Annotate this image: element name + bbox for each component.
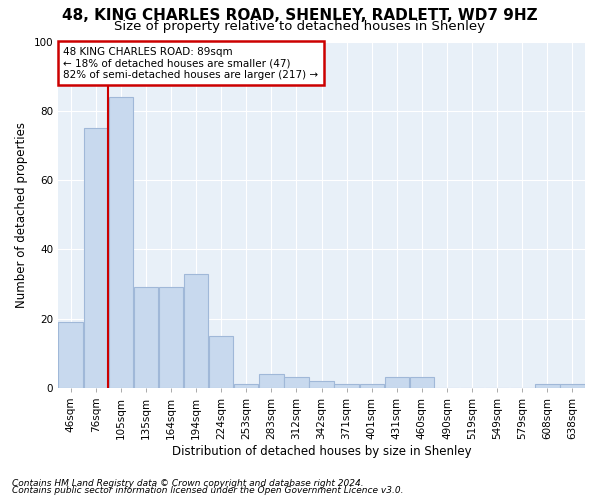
Bar bbox=[359, 384, 384, 388]
Text: 48 KING CHARLES ROAD: 89sqm
← 18% of detached houses are smaller (47)
82% of sem: 48 KING CHARLES ROAD: 89sqm ← 18% of det… bbox=[64, 46, 319, 80]
Text: 48, KING CHARLES ROAD, SHENLEY, RADLETT, WD7 9HZ: 48, KING CHARLES ROAD, SHENLEY, RADLETT,… bbox=[62, 8, 538, 22]
Bar bbox=[560, 384, 584, 388]
Bar bbox=[310, 381, 334, 388]
Bar bbox=[535, 384, 560, 388]
Bar bbox=[209, 336, 233, 388]
Bar bbox=[410, 378, 434, 388]
Y-axis label: Number of detached properties: Number of detached properties bbox=[15, 122, 28, 308]
Bar bbox=[284, 378, 308, 388]
Text: Size of property relative to detached houses in Shenley: Size of property relative to detached ho… bbox=[115, 20, 485, 33]
Text: Contains public sector information licensed under the Open Government Licence v3: Contains public sector information licen… bbox=[12, 486, 404, 495]
Bar bbox=[159, 288, 183, 388]
X-axis label: Distribution of detached houses by size in Shenley: Distribution of detached houses by size … bbox=[172, 444, 472, 458]
Bar bbox=[109, 97, 133, 388]
Bar bbox=[234, 384, 259, 388]
Bar bbox=[385, 378, 409, 388]
Bar bbox=[259, 374, 284, 388]
Bar bbox=[134, 288, 158, 388]
Text: Contains HM Land Registry data © Crown copyright and database right 2024.: Contains HM Land Registry data © Crown c… bbox=[12, 478, 364, 488]
Bar bbox=[58, 322, 83, 388]
Bar bbox=[184, 274, 208, 388]
Bar bbox=[83, 128, 108, 388]
Bar bbox=[334, 384, 359, 388]
